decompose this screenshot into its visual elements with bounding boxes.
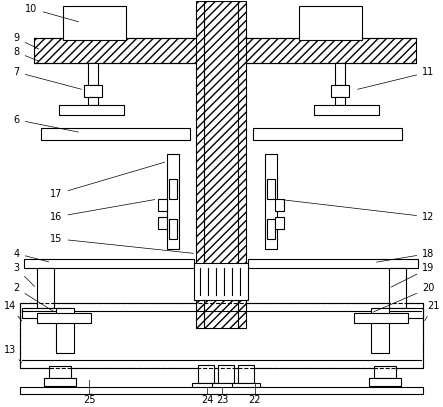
Bar	[198, 365, 214, 383]
Text: 4: 4	[14, 249, 49, 262]
Bar	[158, 217, 167, 229]
Bar	[158, 199, 167, 211]
Bar	[264, 154, 276, 249]
Bar	[275, 217, 284, 229]
Bar	[19, 303, 424, 368]
Bar	[19, 387, 424, 394]
Text: 16: 16	[50, 199, 155, 222]
Text: 7: 7	[14, 67, 82, 89]
Text: 17: 17	[50, 162, 165, 199]
Bar	[374, 366, 396, 378]
Bar	[335, 97, 345, 105]
Bar	[88, 63, 98, 85]
Bar	[23, 258, 194, 269]
Text: 12: 12	[279, 199, 435, 222]
Bar	[248, 258, 418, 269]
Text: 18: 18	[377, 249, 435, 262]
Bar	[267, 219, 275, 239]
Bar	[354, 313, 408, 323]
Bar	[232, 383, 260, 390]
Bar	[267, 179, 275, 199]
Bar	[34, 38, 416, 63]
Bar	[196, 1, 246, 328]
Text: 3: 3	[14, 263, 35, 287]
Text: 11: 11	[358, 67, 435, 89]
Text: 15: 15	[50, 234, 194, 253]
Text: 6: 6	[14, 115, 78, 132]
Bar	[84, 85, 102, 97]
Bar	[59, 105, 124, 115]
Bar	[56, 308, 74, 353]
Text: 8: 8	[14, 47, 39, 61]
Bar	[314, 105, 379, 115]
Bar	[19, 303, 424, 368]
Text: 19: 19	[391, 263, 435, 287]
Bar	[50, 366, 71, 378]
Bar	[389, 269, 407, 308]
Text: 20: 20	[373, 283, 435, 312]
Bar	[194, 263, 248, 300]
Bar	[169, 179, 177, 199]
Bar	[335, 63, 345, 85]
Bar	[275, 199, 284, 211]
Bar	[169, 219, 177, 239]
Text: 10: 10	[25, 4, 78, 22]
Bar	[192, 383, 220, 390]
Text: 25: 25	[83, 396, 95, 405]
Bar	[218, 365, 234, 383]
Bar	[36, 313, 91, 323]
Bar	[212, 383, 240, 390]
Text: 22: 22	[249, 396, 261, 405]
Text: 23: 23	[216, 396, 228, 405]
Bar	[238, 365, 254, 383]
Bar	[253, 128, 401, 140]
Bar	[369, 378, 400, 385]
Text: 14: 14	[4, 301, 22, 321]
Bar	[63, 6, 126, 40]
Text: 9: 9	[14, 33, 39, 49]
Bar	[44, 378, 76, 385]
Text: 24: 24	[201, 396, 214, 405]
Bar	[167, 154, 179, 249]
Bar	[22, 308, 71, 318]
Bar	[331, 85, 349, 97]
Bar	[42, 128, 190, 140]
Bar	[36, 269, 54, 308]
Bar	[88, 97, 98, 105]
Bar	[374, 308, 424, 318]
Text: 21: 21	[425, 301, 439, 321]
Text: 2: 2	[14, 283, 54, 312]
Bar	[299, 6, 362, 40]
Bar	[371, 308, 389, 353]
Text: 13: 13	[4, 345, 22, 363]
